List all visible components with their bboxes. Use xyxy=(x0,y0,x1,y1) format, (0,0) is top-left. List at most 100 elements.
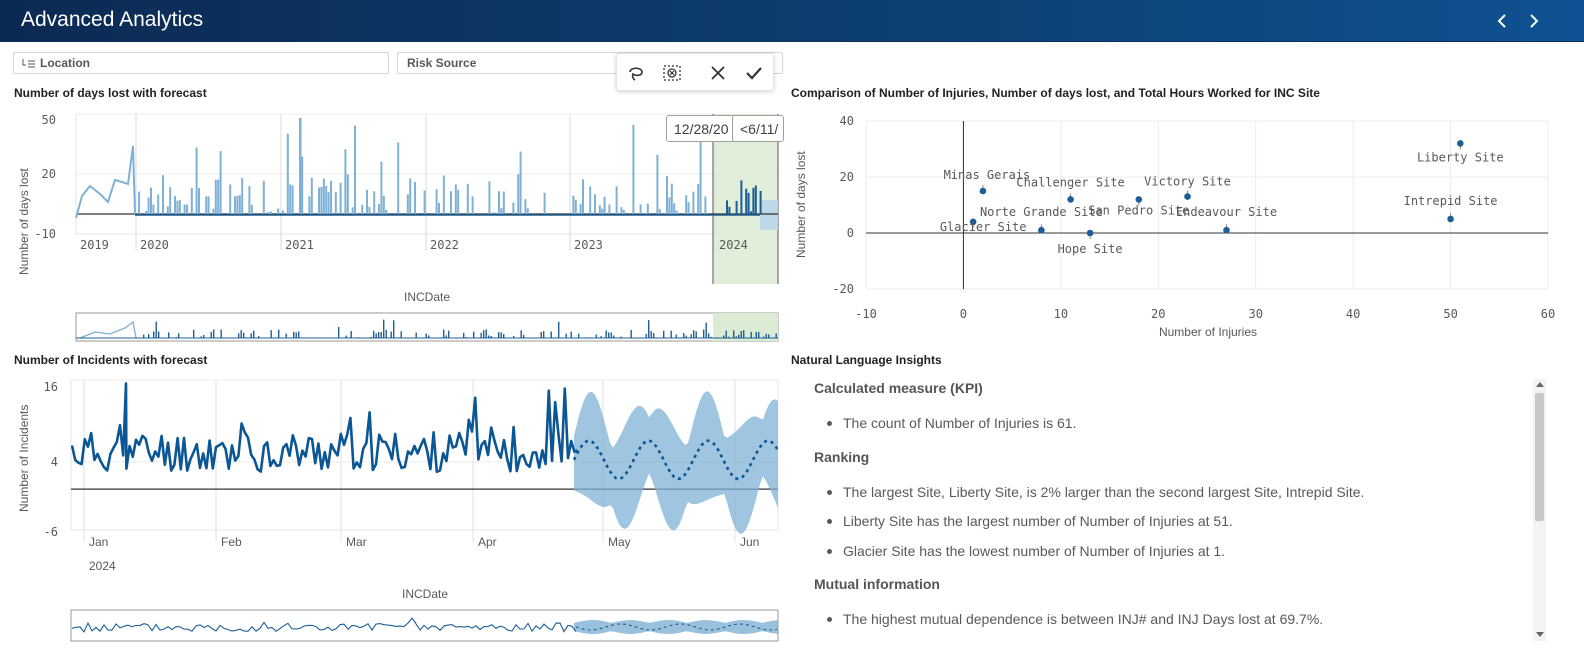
navigator-bar xyxy=(243,332,245,338)
navigator-bar xyxy=(480,332,482,338)
y-tick: 40 xyxy=(840,114,854,128)
lasso-icon[interactable] xyxy=(626,63,646,83)
navigator-bar xyxy=(488,335,490,338)
days-lost-bar xyxy=(601,208,604,214)
scroll-up-icon[interactable] xyxy=(1536,382,1544,387)
days-lost-bar xyxy=(234,196,236,214)
insight-item: The count of Number of Injuries is 61. xyxy=(826,415,1077,431)
days-lost-chart[interactable]: Number of days lost 50 20 -10 2019 2020 … xyxy=(0,100,790,350)
days-lost-bar xyxy=(373,191,376,214)
days-lost-bar xyxy=(579,203,582,214)
days-lost-bar xyxy=(145,210,148,214)
navigator-line xyxy=(71,617,577,633)
point-label: Victory Site xyxy=(1144,175,1231,189)
y-tick: -20 xyxy=(832,282,854,296)
next-sheet-button[interactable] xyxy=(1523,10,1545,32)
navigator-bar xyxy=(740,331,742,338)
days-lost-bar xyxy=(572,195,575,214)
scroll-thumb[interactable] xyxy=(1535,393,1544,521)
days-lost-bar xyxy=(354,125,356,214)
location-filter-label: Location xyxy=(40,56,90,70)
insight-item: The largest Site, Liberty Site, is 2% la… xyxy=(826,484,1365,500)
days-lost-bar xyxy=(754,185,757,214)
navigator-bar xyxy=(750,331,752,338)
navigator-bar xyxy=(503,334,505,338)
days-lost-bar xyxy=(574,199,577,214)
y-tick: 4 xyxy=(51,455,58,469)
days-lost-bar xyxy=(356,212,359,214)
insights-scrollbar[interactable] xyxy=(1533,379,1546,641)
navigator-bar xyxy=(648,320,650,338)
days-lost-bar xyxy=(620,207,623,214)
incidents-chart-title: Number of Incidents with forecast xyxy=(14,353,208,367)
scatter-point xyxy=(969,218,977,226)
incidents-history-line xyxy=(70,382,579,474)
scatter-chart[interactable]: Number of days lost Number of Injuries -… xyxy=(790,110,1570,346)
scroll-down-icon[interactable] xyxy=(1536,632,1544,637)
confirm-icon[interactable] xyxy=(744,63,764,83)
days-lost-bar xyxy=(286,133,289,214)
days-lost-bar xyxy=(310,177,313,214)
navigator-bar xyxy=(390,331,392,338)
days-lost-bar xyxy=(368,206,371,214)
days-lost-bar xyxy=(351,207,354,214)
days-lost-bar xyxy=(214,179,217,214)
days-lost-bar xyxy=(366,190,368,214)
navigator-bar xyxy=(653,333,655,338)
days-lost-bar xyxy=(397,142,400,214)
navigator-bar xyxy=(690,334,692,338)
navigator-bar xyxy=(675,334,677,338)
days-lost-bar xyxy=(217,179,220,214)
point-label: Norte Grande Site xyxy=(980,205,1103,219)
scatter-y-axis-title: Number of days lost xyxy=(794,151,808,258)
days-lost-bar xyxy=(622,209,625,214)
days-lost-bar xyxy=(385,209,388,214)
navigator-bar xyxy=(733,330,735,338)
point-label: Challenger Site xyxy=(1016,175,1124,189)
navigator-bar xyxy=(758,331,760,338)
incidents-chart[interactable]: Number of Incidents 16 4 -6 Jan Feb Mar … xyxy=(0,370,790,650)
navigator-bar xyxy=(158,331,160,338)
days-lost-bar xyxy=(162,175,164,214)
x-tick: 60 xyxy=(1541,307,1555,321)
days-lost-bar xyxy=(524,199,527,214)
scatter-point xyxy=(1184,193,1191,200)
days-lost-bar xyxy=(229,184,232,214)
point-label: Liberty Site xyxy=(1417,150,1504,164)
chevron-left-icon xyxy=(1497,14,1506,28)
navigator-bar xyxy=(448,330,450,338)
insight-item: Glacier Site has the lowest number of Nu… xyxy=(826,543,1226,559)
navigator-bar xyxy=(500,332,502,338)
navigator-bar xyxy=(710,336,712,338)
days-lost-bar xyxy=(752,187,755,214)
days-lost-bar xyxy=(646,203,649,214)
days-lost-bar xyxy=(685,195,688,214)
navigator-bar xyxy=(738,334,740,338)
days-lost-bar xyxy=(308,196,311,214)
location-filter[interactable]: Location xyxy=(13,52,389,74)
point-label: Hope Site xyxy=(1058,242,1123,256)
incidents-y-axis-title: Number of Incidents xyxy=(17,405,31,512)
y-tick: 50 xyxy=(42,113,56,127)
navigator-bar xyxy=(240,330,242,338)
point-label: San Pedro Site xyxy=(1088,203,1189,217)
days-lost-bar xyxy=(250,204,253,214)
navigator-bar xyxy=(380,332,382,338)
navigator-bar xyxy=(385,329,387,338)
early-series-line xyxy=(75,145,136,219)
navigator-bar xyxy=(613,335,615,338)
incidents-forecast-line xyxy=(572,439,780,481)
days-lost-bar xyxy=(603,196,606,214)
year-label: 2024 xyxy=(89,559,116,573)
days-lost-bar xyxy=(500,208,503,214)
days-lost-bar xyxy=(409,178,412,214)
navigator-bar xyxy=(143,334,145,338)
x-tick: -10 xyxy=(855,307,877,321)
navigator-bar xyxy=(650,331,652,338)
cancel-icon[interactable] xyxy=(708,63,728,83)
previous-sheet-button[interactable] xyxy=(1491,10,1513,32)
scatter-point xyxy=(1067,196,1074,203)
days-lost-bar xyxy=(526,208,529,214)
clear-selection-icon[interactable] xyxy=(662,63,682,83)
x-tick: 2022 xyxy=(430,238,459,252)
